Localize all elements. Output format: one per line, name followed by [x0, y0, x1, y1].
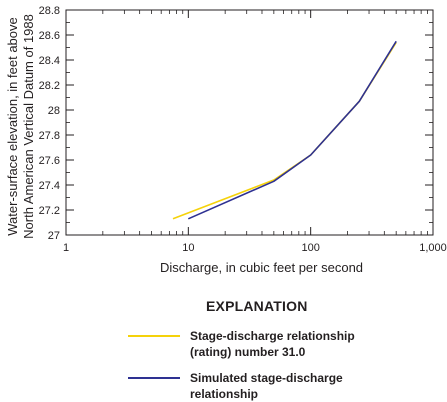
chart: 1 10 100 1,000 27 27.2 27.4 27.6 27.8 28 28.2 28.4 2… — [5, 5, 447, 275]
y-tick-label: 28 — [48, 105, 60, 117]
x-axis-title: Discharge, in cubic feet per second — [160, 260, 363, 275]
y-tick-label: 27.8 — [39, 130, 60, 142]
legend-label-simulated: Simulated stage-discharge relationship — [190, 371, 343, 401]
y-tick-label: 27.6 — [39, 155, 60, 167]
legend-swatch-rating — [128, 335, 180, 337]
x-tick-label: 100 — [301, 242, 319, 254]
legend-label-rating: Stage-discharge relationship (rating) nu… — [190, 329, 355, 359]
series-line-rating — [172, 42, 397, 220]
y-tick-label: 28.8 — [39, 5, 60, 17]
y-tick-label: 28.6 — [39, 30, 60, 42]
plot-frame — [65, 9, 434, 236]
series-line-simulated — [187, 40, 397, 220]
legend-swatch-simulated — [128, 377, 180, 379]
legend-title: EXPLANATION — [206, 298, 308, 314]
y-tick-label: 28.4 — [39, 55, 60, 67]
y-tick-label: 28.2 — [39, 80, 60, 92]
x-tick-label: 1,000 — [419, 242, 447, 254]
y-axis-title-line1: Water-surface elevation, in feet above — [5, 17, 20, 235]
x-tick-label: 1 — [63, 242, 69, 254]
x-tick-label: 10 — [182, 242, 194, 254]
y-tick-label: 27 — [48, 230, 60, 242]
y-tick-label: 27.4 — [39, 180, 60, 192]
y-tick-label: 27.2 — [39, 205, 60, 217]
y-axis-title-line2: North American Vertical Datum of 1988 — [21, 14, 36, 239]
